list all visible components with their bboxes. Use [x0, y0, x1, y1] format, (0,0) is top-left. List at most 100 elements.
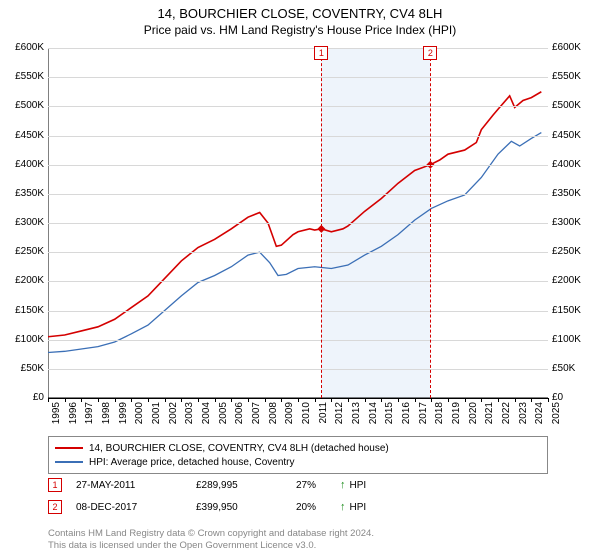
x-tick — [331, 398, 332, 402]
x-tick — [498, 398, 499, 402]
y-tick-label: £200K — [2, 275, 44, 286]
x-tick — [348, 398, 349, 402]
x-tick-label: 2020 — [468, 402, 479, 434]
x-tick — [98, 398, 99, 402]
legend-item: HPI: Average price, detached house, Cove… — [55, 455, 541, 469]
legend-swatch — [55, 461, 83, 463]
y-tick-label: £350K — [552, 188, 594, 199]
x-tick — [198, 398, 199, 402]
x-tick-label: 1995 — [51, 402, 62, 434]
x-tick — [548, 398, 549, 402]
y-tick-label: £250K — [552, 246, 594, 257]
x-tick — [231, 398, 232, 402]
x-tick — [465, 398, 466, 402]
y-tick-label: £550K — [552, 71, 594, 82]
x-tick-label: 2009 — [284, 402, 295, 434]
event-label-box: 1 — [314, 46, 328, 60]
x-tick-label: 2005 — [218, 402, 229, 434]
sale-marker-box: 1 — [48, 478, 62, 492]
y-tick-label: £100K — [2, 334, 44, 345]
chart-wrapper: 14, BOURCHIER CLOSE, COVENTRY, CV4 8LH P… — [0, 0, 600, 560]
y-tick-label: £250K — [2, 246, 44, 257]
gridline — [48, 77, 548, 78]
y-tick-label: £400K — [2, 159, 44, 170]
y-tick-label: £300K — [2, 217, 44, 228]
y-tick-label: £50K — [2, 363, 44, 374]
x-tick-label: 1998 — [101, 402, 112, 434]
x-tick — [398, 398, 399, 402]
x-tick-label: 2004 — [201, 402, 212, 434]
x-tick-label: 2018 — [434, 402, 445, 434]
x-tick — [181, 398, 182, 402]
chart-title-2: Price paid vs. HM Land Registry's House … — [0, 23, 600, 37]
y-tick-label: £500K — [552, 100, 594, 111]
x-tick-label: 2012 — [334, 402, 345, 434]
x-tick-label: 2001 — [151, 402, 162, 434]
x-tick-label: 2022 — [501, 402, 512, 434]
legend-label: 14, BOURCHIER CLOSE, COVENTRY, CV4 8LH (… — [89, 443, 389, 454]
x-tick-label: 2010 — [301, 402, 312, 434]
gridline — [48, 165, 548, 166]
gridline — [48, 369, 548, 370]
x-tick — [315, 398, 316, 402]
x-tick — [448, 398, 449, 402]
sale-price: £289,995 — [196, 480, 296, 491]
x-tick — [481, 398, 482, 402]
footer-line: Contains HM Land Registry data © Crown c… — [48, 528, 548, 540]
y-tick-label: £150K — [2, 305, 44, 316]
x-tick-label: 2015 — [384, 402, 395, 434]
y-tick-label: £550K — [2, 71, 44, 82]
y-tick-label: £400K — [552, 159, 594, 170]
y-tick-label: £300K — [552, 217, 594, 228]
sale-row: 2 08-DEC-2017 £399,950 20% ↑ HPI — [48, 500, 548, 514]
gridline — [48, 194, 548, 195]
x-tick — [265, 398, 266, 402]
y-tick-label: £500K — [2, 100, 44, 111]
plot-area: £0£0£50K£50K£100K£100K£150K£150K£200K£20… — [48, 48, 548, 398]
x-tick — [415, 398, 416, 402]
footer-line: This data is licensed under the Open Gov… — [48, 540, 548, 552]
gridline — [48, 48, 548, 49]
y-tick-label: £100K — [552, 334, 594, 345]
x-tick-label: 2003 — [184, 402, 195, 434]
up-arrow-icon: ↑ — [340, 479, 346, 491]
event-vline — [430, 48, 431, 398]
x-tick — [248, 398, 249, 402]
gridline — [48, 252, 548, 253]
legend-swatch — [55, 447, 83, 449]
x-tick-label: 1997 — [84, 402, 95, 434]
x-tick — [365, 398, 366, 402]
legend-label: HPI: Average price, detached house, Cove… — [89, 457, 295, 468]
x-tick — [281, 398, 282, 402]
x-tick-label: 2014 — [368, 402, 379, 434]
x-tick — [148, 398, 149, 402]
y-tick-label: £50K — [552, 363, 594, 374]
sale-row: 1 27-MAY-2011 £289,995 27% ↑ HPI — [48, 478, 548, 492]
y-tick-label: £350K — [2, 188, 44, 199]
x-tick — [431, 398, 432, 402]
x-tick-label: 2016 — [401, 402, 412, 434]
legend: 14, BOURCHIER CLOSE, COVENTRY, CV4 8LH (… — [48, 436, 548, 474]
x-tick — [515, 398, 516, 402]
x-tick — [381, 398, 382, 402]
x-tick-label: 2017 — [418, 402, 429, 434]
sale-date: 08-DEC-2017 — [76, 502, 196, 513]
x-tick-label: 2002 — [168, 402, 179, 434]
x-tick-label: 2021 — [484, 402, 495, 434]
sale-suffix: HPI — [350, 502, 367, 513]
x-tick-label: 2019 — [451, 402, 462, 434]
sale-pct: 20% — [296, 502, 336, 513]
title-block: 14, BOURCHIER CLOSE, COVENTRY, CV4 8LH P… — [0, 0, 600, 37]
sale-marker-box: 2 — [48, 500, 62, 514]
y-tick-label: £200K — [552, 275, 594, 286]
x-tick — [215, 398, 216, 402]
sale-date: 27-MAY-2011 — [76, 480, 196, 491]
x-tick — [298, 398, 299, 402]
event-label-box: 2 — [423, 46, 437, 60]
x-tick-label: 2023 — [518, 402, 529, 434]
y-tick-label: £600K — [552, 42, 594, 53]
y-tick-label: £600K — [2, 42, 44, 53]
x-tick-label: 2025 — [551, 402, 562, 434]
x-tick-label: 1999 — [118, 402, 129, 434]
chart-title-1: 14, BOURCHIER CLOSE, COVENTRY, CV4 8LH — [0, 6, 600, 21]
